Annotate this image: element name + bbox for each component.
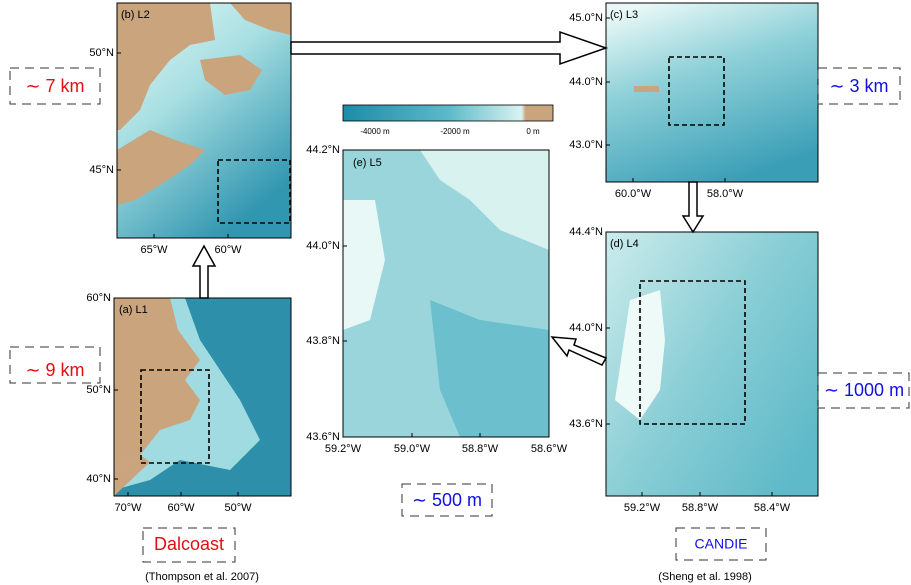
- nest-box: [668, 56, 725, 126]
- lat-tick-label: 40°N: [86, 473, 111, 485]
- panel-label: (e) L5: [353, 157, 382, 169]
- lon-tick-label: 60.0°W: [615, 188, 652, 200]
- lat-tick-label: 50°N: [86, 384, 111, 396]
- resolution: ∼ 7 km: [25, 76, 84, 96]
- panel-label: (c) L3: [610, 9, 638, 21]
- lon-tick-label: 60°W: [167, 502, 195, 514]
- panel-label: (b) L2: [121, 9, 150, 21]
- annotation-box: [9, 67, 101, 105]
- lon-tick-label: 65°W: [140, 244, 168, 256]
- resolution: ∼ 500 m: [412, 490, 482, 510]
- arrow: [191, 244, 217, 299]
- citation: (Thompson et al. 2007): [145, 571, 259, 583]
- nest-box: [217, 159, 291, 224]
- map-land: [117, 130, 205, 205]
- lon-tick-label: 60°W: [214, 244, 242, 256]
- map-frame: [342, 149, 550, 438]
- lon-tick-label: 58.4°W: [754, 502, 791, 514]
- lat-tick-label: 45.0°N: [569, 12, 603, 24]
- annotation-box: [675, 527, 767, 561]
- map-land: [114, 455, 150, 496]
- lon-tick-label: 50°W: [224, 502, 252, 514]
- resolution: ∼ 1000 m: [824, 380, 904, 400]
- colorbar-label: -4000 m: [360, 127, 390, 136]
- map-land: [117, 3, 215, 130]
- lat-tick-label: 44.0°N: [306, 240, 340, 252]
- lat-tick-label: 45°N: [89, 164, 114, 176]
- panel-b: (b) L2: [116, 2, 292, 239]
- lon-tick-label: 58.0°W: [707, 188, 744, 200]
- map-shallow: [420, 150, 549, 250]
- lat-tick-label: 60°N: [86, 292, 111, 304]
- colorbar: [342, 104, 554, 122]
- resolution: ∼ 3 km: [829, 76, 888, 96]
- lon-tick-label: 58.6°W: [531, 443, 568, 455]
- lat-tick-label: 43.6°N: [569, 418, 603, 430]
- lat-tick-label: 43.0°N: [569, 139, 603, 151]
- lon-tick-label: 59.2°W: [325, 443, 362, 455]
- annotation-box: [142, 527, 236, 563]
- panel-e: (e) L5: [342, 149, 550, 438]
- lat-tick-label: 44.2°N: [306, 144, 340, 156]
- resolution: ∼ 9 km: [25, 360, 84, 380]
- lon-tick-label: 59.0°W: [394, 443, 431, 455]
- lat-tick-label: 43.8°N: [306, 335, 340, 347]
- lon-tick-label: 59.2°W: [624, 502, 661, 514]
- map-land: [634, 86, 659, 92]
- lat-tick-label: 44.0°N: [569, 322, 603, 334]
- arrow: [681, 181, 705, 234]
- lat-tick-label: 50°N: [89, 47, 114, 59]
- annotation-box: [9, 346, 101, 384]
- nest-box: [140, 369, 210, 464]
- lat-tick-label: 43.6°N: [306, 431, 340, 443]
- annotation-box: [401, 483, 493, 517]
- lat-tick-label: 44.4°N: [569, 226, 603, 238]
- arrow: [550, 336, 608, 366]
- nest-box: [639, 280, 746, 425]
- panel-label: (a) L1: [119, 304, 148, 316]
- map-frame: [116, 2, 292, 239]
- map-land: [200, 55, 262, 95]
- tick-labels: 60°N 50°N 40°N 70°W 60°W 50°W 50°N 45°N 65°W 60°W…: [86, 12, 790, 514]
- lat-tick-label: 44.0°N: [569, 76, 603, 88]
- map-frame: [605, 231, 819, 497]
- model-name: CANDIE: [695, 536, 748, 552]
- model-name: Dalcoast: [154, 534, 224, 554]
- map-shallow: [615, 290, 665, 420]
- colorbar-label: 0 m: [526, 127, 540, 136]
- panel-c: (c) L3: [605, 2, 819, 183]
- lon-tick-label: 70°W: [114, 502, 142, 514]
- annotation-box: [817, 372, 910, 409]
- panel-label: (d) L4: [610, 238, 639, 250]
- annotation-box: [817, 67, 901, 105]
- panel-d: (d) L4: [605, 231, 819, 497]
- colorbar-label: -2000 m: [440, 127, 470, 136]
- map-ocean: [606, 3, 818, 182]
- map-land: [114, 298, 200, 470]
- map-deep: [430, 300, 549, 437]
- lon-tick-label: 58.8°W: [682, 502, 719, 514]
- panel-a: (a) L1: [113, 297, 292, 497]
- arrow: [290, 30, 609, 66]
- map-shallow: [343, 200, 385, 330]
- lon-tick-label: 58.8°W: [462, 443, 499, 455]
- citation: (Sheng et al. 1998): [658, 571, 752, 583]
- map-land: [230, 3, 291, 35]
